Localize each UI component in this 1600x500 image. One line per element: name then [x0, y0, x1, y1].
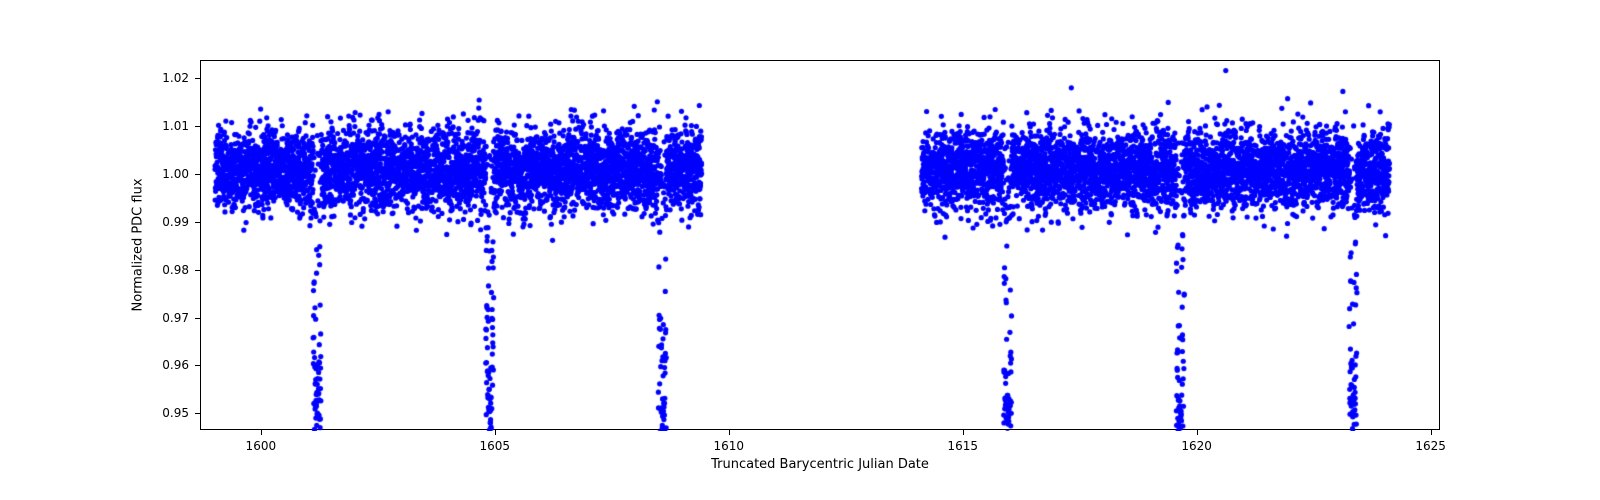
plot-area — [200, 60, 1440, 430]
y-tick-label: 1.02 — [162, 71, 189, 85]
y-tick-mark — [195, 174, 200, 175]
y-tick-mark — [195, 222, 200, 223]
x-axis-label: Truncated Barycentric Julian Date — [711, 457, 929, 472]
y-tick-mark — [195, 78, 200, 79]
y-tick-label: 0.96 — [162, 358, 189, 372]
lightcurve-figure: 1600 1605 1610 1615 1620 1625 0.95 0.96 0.97 0.9… — [0, 0, 1600, 500]
x-tick-label: 1620 — [1181, 439, 1212, 453]
x-tick-mark — [729, 430, 730, 435]
y-tick-label: 0.98 — [162, 263, 189, 277]
y-tick-mark — [195, 318, 200, 319]
y-tick-label: 1.01 — [162, 119, 189, 133]
x-tick-mark — [1197, 430, 1198, 435]
y-tick-mark — [195, 413, 200, 414]
x-tick-mark — [495, 430, 496, 435]
x-tick-mark — [963, 430, 964, 435]
scatter-canvas — [201, 61, 1441, 431]
y-tick-mark — [195, 365, 200, 366]
y-axis-label: Normalized PDC flux — [131, 178, 146, 311]
x-tick-label: 1615 — [947, 439, 978, 453]
x-tick-mark — [1431, 430, 1432, 435]
x-tick-label: 1605 — [480, 439, 511, 453]
x-tick-label: 1625 — [1415, 439, 1446, 453]
x-tick-label: 1610 — [713, 439, 744, 453]
y-tick-label: 0.97 — [162, 311, 189, 325]
y-tick-label: 0.99 — [162, 215, 189, 229]
y-tick-label: 0.95 — [162, 406, 189, 420]
y-tick-label: 1.00 — [162, 167, 189, 181]
y-tick-mark — [195, 126, 200, 127]
x-tick-mark — [261, 430, 262, 435]
y-tick-mark — [195, 270, 200, 271]
x-tick-label: 1600 — [246, 439, 277, 453]
